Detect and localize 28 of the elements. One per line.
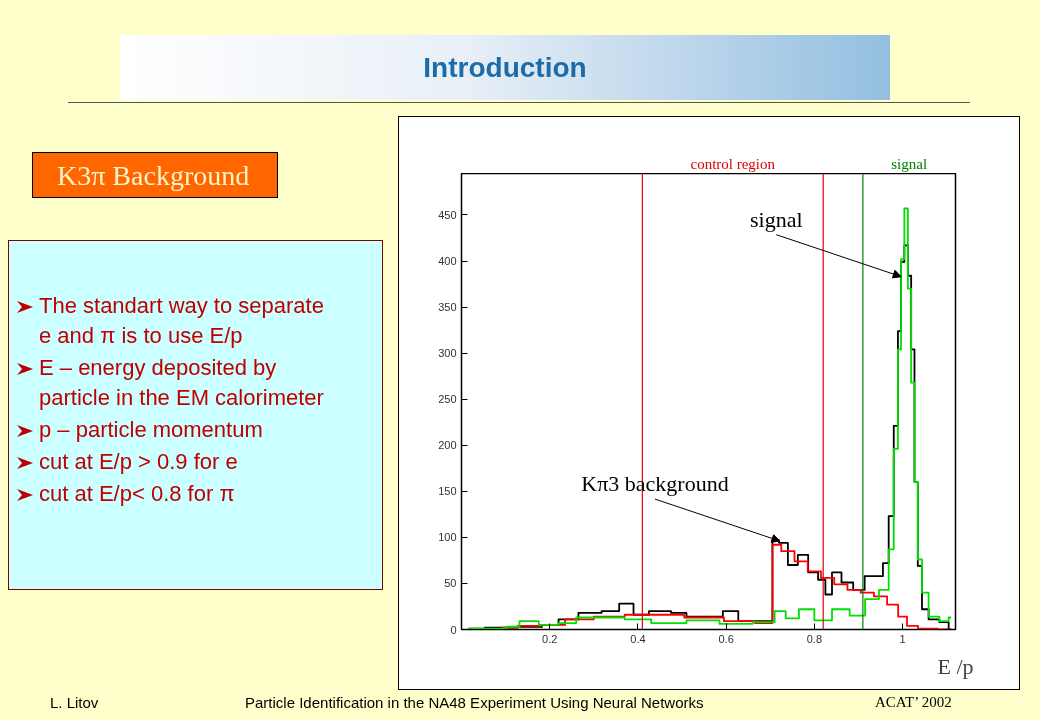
x-tick-label: 0.2 xyxy=(542,632,558,645)
y-tick-label: 0 xyxy=(450,623,457,636)
text: cut at E/p > 0.9 for e xyxy=(39,448,238,476)
y-tick-label: 450 xyxy=(438,208,457,221)
text: ACAT’ 2002 xyxy=(875,693,952,712)
y-tick-label: 400 xyxy=(438,255,457,268)
ref-line-label: control region xyxy=(690,155,776,172)
x-tick-label: 0.8 xyxy=(806,632,823,645)
text: The standart way to separate e and π is to use E/p xyxy=(39,292,325,350)
y-tick-label: 350 xyxy=(438,301,457,314)
text: Particle Identification in the NA48 Experiment Using Neural Networks xyxy=(245,693,704,713)
text: cut at E/p< 0.8 for π xyxy=(39,480,235,508)
y-tick-label: 150 xyxy=(438,485,457,498)
y-tick-label: 100 xyxy=(438,531,457,544)
ref-line-label: signal xyxy=(891,155,928,172)
x-tick-label: 0.4 xyxy=(630,632,646,645)
chart-title: Introduction xyxy=(120,35,890,100)
x-tick-label: 1 xyxy=(899,632,906,645)
y-tick-label: 300 xyxy=(438,347,457,360)
y-tick-label: 250 xyxy=(438,393,457,406)
y-tick-label: 200 xyxy=(438,439,457,452)
text: p – particle momentum xyxy=(39,416,263,444)
text: L. Litov xyxy=(50,693,99,713)
y-tick-label: 50 xyxy=(444,577,457,590)
text: K3π Background xyxy=(32,152,278,198)
x-tick-label: 0.6 xyxy=(718,632,734,645)
annotation: signal xyxy=(749,206,803,232)
x-axis-title: E /p xyxy=(937,653,974,679)
